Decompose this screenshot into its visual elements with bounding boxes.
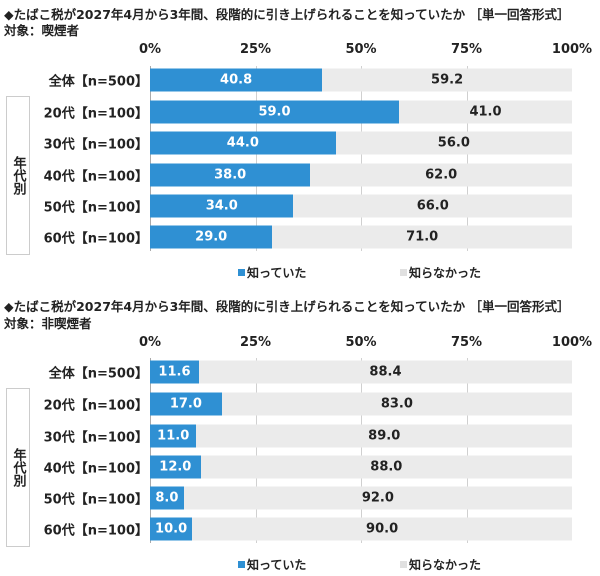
tick-label: 75%: [450, 42, 483, 57]
row-label: 40代【n=100】: [43, 461, 148, 477]
bar-unknown: [272, 225, 572, 249]
gridline: [255, 358, 257, 543]
value-label: 71.0: [406, 229, 439, 245]
legend-label: 知らなかった: [409, 558, 482, 572]
value-label: 40.8: [220, 72, 253, 88]
row-label: 全体【n=500】: [48, 74, 148, 90]
tick-label: 25%: [239, 42, 272, 57]
value-label: 44.0: [226, 135, 259, 151]
bar-unknown: [310, 163, 572, 187]
gridline: [361, 66, 362, 251]
legend-item: 知っていた: [238, 264, 306, 281]
value-label: 92.0: [361, 490, 394, 506]
legend-swatch: [400, 561, 407, 568]
tick-label: 100%: [551, 335, 593, 350]
bar-unknown: [221, 392, 572, 416]
axis-line: [150, 66, 151, 251]
value-label: 10.0: [155, 521, 188, 537]
row-label: 全体【n=500】: [48, 366, 148, 382]
value-label: 29.0: [195, 229, 228, 245]
row-label: 50代【n=100】: [43, 200, 148, 216]
row-label: 60代【n=100】: [43, 523, 148, 539]
row-label: 30代【n=100】: [43, 430, 148, 446]
bar-known: [150, 517, 193, 541]
axis-line: [150, 358, 151, 543]
value-label: 59.0: [258, 104, 291, 120]
legend-label: 知っていた: [247, 558, 307, 572]
bar-known: [150, 486, 184, 510]
tick-label: 0%: [138, 335, 162, 350]
row-label: 20代【n=100】: [43, 398, 148, 414]
value-label: 66.0: [416, 198, 449, 214]
gridline: [361, 358, 362, 543]
bar-unknown: [398, 100, 572, 124]
value-label: 34.0: [205, 198, 238, 214]
chart-title: ◆たばこ税が2027年4月から3年間、段階的に引き上げられることを知っていたか …: [4, 299, 570, 314]
tick-label: 0%: [138, 42, 162, 57]
row-label: 40代【n=100】: [43, 169, 148, 185]
age-group-label: 年代別: [6, 96, 30, 255]
legend-item: 知らなかった: [400, 556, 481, 573]
tick-label: 100%: [551, 42, 593, 57]
bar-unknown: [196, 424, 572, 448]
value-label: 17.0: [169, 396, 202, 412]
legend-label: 知らなかった: [409, 266, 482, 280]
value-label: 12.0: [159, 459, 192, 475]
legend-item: 知らなかった: [400, 264, 481, 281]
tick-label: 50%: [345, 335, 377, 350]
gridline: [466, 66, 468, 251]
bar-unknown: [198, 360, 572, 384]
chart-title: ◆たばこ税が2027年4月から3年間、段階的に引き上げられることを知っていたか …: [4, 7, 570, 22]
row-label: 50代【n=100】: [43, 492, 148, 508]
bar-known: [150, 68, 323, 92]
value-label: 89.0: [368, 428, 401, 444]
legend-label: 知っていた: [247, 266, 307, 280]
row-label: 20代【n=100】: [43, 106, 148, 122]
value-label: 88.4: [369, 364, 402, 380]
legend-swatch: [400, 269, 407, 276]
value-label: 62.0: [425, 167, 458, 183]
bar-known: [150, 360, 199, 384]
tick-label: 25%: [239, 335, 272, 350]
bar-known: [150, 225, 273, 249]
bar-known: [150, 194, 294, 218]
value-label: 41.0: [469, 104, 502, 120]
value-label: 11.6: [158, 364, 191, 380]
tick-label: 50%: [345, 42, 377, 57]
row-label: 30代【n=100】: [43, 137, 148, 153]
value-label: 11.0: [157, 428, 190, 444]
bar-unknown: [183, 486, 572, 510]
value-label: 88.0: [370, 459, 403, 475]
value-label: 38.0: [214, 167, 247, 183]
bar-known: [150, 131, 336, 155]
bar-known: [150, 455, 201, 479]
chart-subtitle: 対象：喫煙者: [4, 23, 80, 38]
legend-item: 知っていた: [238, 556, 306, 573]
bar-unknown: [192, 517, 572, 541]
gridline: [466, 358, 468, 543]
value-label: 83.0: [380, 396, 413, 412]
value-label: 59.2: [431, 72, 464, 88]
bar-known: [150, 163, 311, 187]
tick-label: 75%: [450, 335, 483, 350]
bar-unknown: [200, 455, 572, 479]
value-label: 90.0: [366, 521, 399, 537]
bar-unknown: [335, 131, 572, 155]
age-group-label: 年代別: [6, 388, 30, 547]
chart-subtitle: 対象：非喫煙者: [4, 316, 92, 331]
bar-known: [150, 424, 197, 448]
value-label: 56.0: [437, 135, 470, 151]
value-label: 8.0: [155, 490, 179, 506]
row-label: 60代【n=100】: [43, 231, 148, 247]
gridline: [255, 66, 257, 251]
bar-known: [150, 100, 399, 124]
legend-swatch: [238, 561, 245, 568]
bar-unknown: [293, 194, 572, 218]
bar-known: [150, 392, 222, 416]
legend-swatch: [238, 269, 245, 276]
bar-unknown: [322, 68, 572, 92]
